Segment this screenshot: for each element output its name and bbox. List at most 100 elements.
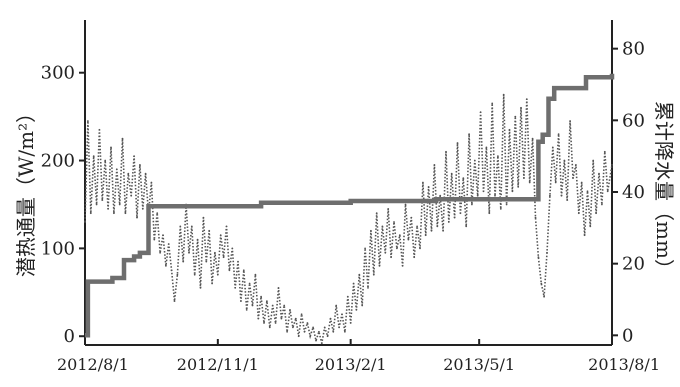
- latent-heat-point: [245, 309, 248, 311]
- latent-heat-point: [611, 164, 613, 166]
- x-tick-label: 2013/2/1: [315, 355, 387, 374]
- right-tick-label: 40: [622, 182, 645, 203]
- latent-heat-point: [442, 229, 444, 232]
- right-axis-ticks: 0 20 40 60 80: [612, 39, 645, 346]
- latent-heat-point: [375, 212, 378, 215]
- latent-heat-point: [543, 295, 545, 298]
- latent-heat-point: [95, 203, 98, 206]
- latent-heat-point: [300, 313, 303, 316]
- latent-heat-point: [251, 304, 254, 307]
- latent-heat-point: [190, 225, 193, 228]
- latent-heat-point: [225, 225, 228, 228]
- latent-heat-point: [601, 203, 603, 206]
- latent-heat-point: [511, 190, 514, 193]
- latent-heat-point: [101, 199, 104, 202]
- latent-heat-point: [289, 309, 291, 311]
- latent-heat-point: [396, 247, 398, 250]
- right-tick-label: 60: [622, 110, 645, 131]
- latent-heat-point: [482, 190, 485, 193]
- latent-heat-point: [344, 330, 346, 333]
- latent-heat-point: [572, 177, 574, 180]
- latent-heat-point: [87, 120, 89, 122]
- latent-heat-point: [121, 137, 124, 140]
- latent-heat-point: [528, 181, 531, 184]
- latent-heat-line: [84, 94, 613, 344]
- latent-heat-point: [141, 208, 144, 210]
- latent-heat-point: [150, 181, 153, 184]
- latent-heat-point: [398, 234, 401, 237]
- latent-heat-point: [499, 208, 502, 210]
- latent-heat-point: [508, 128, 511, 131]
- latent-heat-point: [315, 339, 317, 342]
- latent-heat-point: [127, 172, 130, 175]
- latent-heat-point: [89, 212, 92, 215]
- precipitation-line: [85, 73, 615, 338]
- latent-heat-point: [453, 216, 456, 219]
- latent-heat-point: [372, 273, 375, 276]
- latent-heat-point: [237, 260, 239, 263]
- latent-heat-point: [436, 225, 439, 228]
- latent-heat-point: [188, 251, 190, 254]
- latent-heat-point: [497, 155, 499, 158]
- latent-heat-point: [318, 330, 320, 333]
- latent-heat-point: [329, 317, 332, 320]
- latent-heat-point: [471, 203, 473, 206]
- latent-heat-point: [387, 208, 390, 210]
- latent-heat-point: [280, 317, 283, 320]
- latent-heat-point: [283, 304, 286, 307]
- right-tick-label: 80: [622, 39, 645, 60]
- latent-heat-point: [525, 98, 528, 100]
- latent-heat-point: [162, 234, 164, 237]
- latent-heat-point: [338, 326, 340, 329]
- latent-heat-point: [430, 229, 433, 232]
- latent-heat-point: [266, 300, 268, 302]
- latent-heat-point: [84, 221, 86, 223]
- latent-heat-point: [309, 335, 312, 338]
- latent-heat-point: [277, 287, 280, 289]
- latent-heat-point: [505, 203, 508, 206]
- latent-heat-point: [361, 304, 364, 307]
- latent-heat-point: [216, 273, 219, 276]
- x-tick-label: 2013/5/1: [443, 355, 515, 374]
- latent-heat-point: [352, 282, 355, 285]
- latent-heat-point: [332, 330, 335, 333]
- latent-heat-point: [202, 216, 205, 219]
- latent-heat-point: [531, 137, 534, 140]
- left-tick-label: 100: [41, 238, 75, 259]
- latent-heat-point: [589, 225, 592, 228]
- left-tick-label: 0: [64, 326, 75, 347]
- left-tick-label: 200: [41, 151, 75, 172]
- latent-heat-point: [196, 238, 199, 241]
- latent-heat-point: [364, 247, 366, 250]
- latent-heat-point: [144, 172, 147, 175]
- latent-heat-point: [254, 273, 257, 276]
- latent-heat-point: [199, 287, 202, 289]
- latent-heat-point: [182, 260, 185, 263]
- latent-heat-point: [491, 102, 494, 105]
- latent-heat-point: [433, 164, 436, 166]
- latent-heat-point: [355, 309, 358, 311]
- latent-heat-point: [540, 282, 543, 285]
- latent-heat-point: [130, 194, 133, 197]
- latent-heat-point: [358, 273, 361, 276]
- latent-heat-point: [549, 194, 551, 197]
- latent-heat-point: [208, 229, 211, 232]
- latent-heat-point: [445, 150, 447, 153]
- latent-heat-point: [459, 212, 462, 215]
- latent-heat-point: [286, 330, 288, 333]
- latent-heat-point: [456, 142, 459, 144]
- latent-heat-point: [156, 212, 159, 215]
- latent-heat-point: [537, 256, 540, 259]
- left-axis-ticks: 0 100 200 300: [41, 63, 85, 347]
- latent-heat-point: [306, 322, 309, 324]
- latent-heat-point: [367, 287, 369, 289]
- latent-heat-point: [335, 304, 338, 307]
- latent-heat-point: [240, 300, 242, 302]
- latent-heat-point: [606, 190, 609, 193]
- latent-heat-point: [517, 186, 520, 188]
- latent-heat-point: [575, 164, 577, 166]
- latent-heat-point: [447, 221, 450, 223]
- latent-heat-point: [170, 269, 173, 272]
- latent-heat-point: [580, 181, 583, 184]
